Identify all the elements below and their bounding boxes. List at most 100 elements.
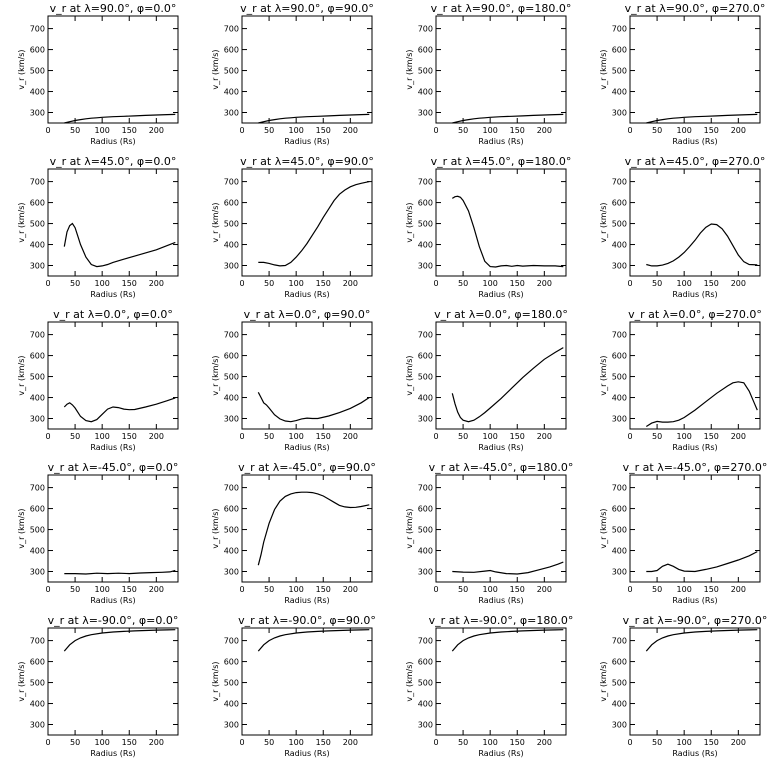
- x-tick-label: 150: [122, 432, 137, 441]
- x-tick-label: 200: [149, 279, 164, 288]
- y-tick-label: 700: [612, 484, 627, 493]
- y-tick-label: 400: [612, 241, 627, 250]
- x-tick-label: 50: [458, 126, 468, 135]
- x-tick-label: 200: [343, 432, 358, 441]
- x-tick-label: 50: [70, 279, 80, 288]
- y-axis-label: v_r (km/s): [405, 355, 414, 395]
- x-tick-label: 150: [316, 585, 331, 594]
- panel-title: v_r at λ=0.0°, φ=180.0°: [434, 308, 568, 321]
- y-tick-label: 500: [612, 67, 627, 76]
- x-tick-label: 100: [95, 432, 110, 441]
- y-tick-label: 500: [30, 526, 45, 535]
- x-tick-label: 200: [343, 585, 358, 594]
- panel: v_r at λ=-45.0°, φ=180.0° 0 50 100 150 200 300…: [405, 461, 573, 605]
- x-tick-label: 50: [264, 585, 274, 594]
- x-tick-label: 150: [704, 432, 719, 441]
- panel: v_r at λ=0.0°, φ=0.0° 0 50 100 150 200 300 400 5…: [17, 308, 179, 452]
- plot-frame: [435, 15, 567, 124]
- y-axis-label: v_r (km/s): [211, 49, 220, 89]
- y-tick-label: 300: [612, 262, 627, 271]
- y-tick-label: 600: [418, 505, 433, 514]
- y-tick-label: 500: [224, 679, 239, 688]
- x-tick-label: 200: [343, 738, 358, 747]
- y-tick-label: 600: [30, 46, 45, 55]
- x-axis-label: Radius (Rs): [90, 443, 135, 452]
- x-axis-label: Radius (Rs): [478, 443, 523, 452]
- panel-title: v_r at λ=-45.0°, φ=0.0°: [48, 461, 179, 474]
- y-tick-label: 500: [224, 526, 239, 535]
- x-axis-label: Radius (Rs): [284, 290, 329, 299]
- y-tick-label: 300: [30, 109, 45, 118]
- x-tick-label: 50: [458, 279, 468, 288]
- panel: v_r at λ=-45.0°, φ=0.0° 0 50 100 150 200 300 40…: [17, 461, 179, 605]
- panel: v_r at λ=-90.0°, φ=0.0° 0 50 100 150 200 300 40…: [17, 614, 179, 758]
- y-tick-label: 300: [224, 415, 239, 424]
- y-tick-label: 600: [612, 658, 627, 667]
- x-tick-label: 0: [45, 432, 50, 441]
- x-tick-label: 100: [289, 279, 304, 288]
- x-tick-label: 0: [433, 585, 438, 594]
- series-line: [645, 629, 758, 652]
- series-line: [257, 491, 370, 566]
- x-axis-label: Radius (Rs): [284, 749, 329, 758]
- series-line: [63, 397, 176, 423]
- x-tick-label: 200: [731, 432, 746, 441]
- x-tick-label: 100: [95, 279, 110, 288]
- y-tick-label: 500: [418, 679, 433, 688]
- panel: v_r at λ=45.0°, φ=0.0° 0 50 100 150 200 300 400…: [17, 155, 179, 299]
- x-tick-label: 150: [122, 279, 137, 288]
- series-line: [451, 347, 564, 423]
- y-tick-label: 700: [418, 25, 433, 34]
- x-tick-label: 150: [510, 585, 525, 594]
- y-tick-label: 300: [224, 568, 239, 577]
- y-tick-label: 500: [224, 373, 239, 382]
- plot-frame: [47, 474, 179, 583]
- x-tick-label: 100: [95, 585, 110, 594]
- panel-title: v_r at λ=-90.0°, φ=270.0°: [623, 614, 768, 627]
- y-tick-label: 400: [30, 547, 45, 556]
- panel-title: v_r at λ=45.0°, φ=0.0°: [50, 155, 177, 168]
- y-tick-label: 400: [30, 88, 45, 97]
- x-tick-label: 0: [627, 432, 632, 441]
- panel: v_r at λ=0.0°, φ=90.0° 0 50 100 150 200 300 400…: [211, 308, 373, 452]
- x-axis-label: Radius (Rs): [90, 596, 135, 605]
- y-tick-label: 600: [418, 352, 433, 361]
- series-line: [64, 569, 176, 575]
- plot-frame: [629, 321, 761, 430]
- x-tick-label: 200: [731, 585, 746, 594]
- x-tick-label: 0: [239, 279, 244, 288]
- y-tick-label: 400: [418, 547, 433, 556]
- panel: v_r at λ=-90.0°, φ=90.0° 0 50 100 150 200 300 4…: [211, 614, 376, 758]
- x-tick-label: 0: [433, 126, 438, 135]
- y-tick-label: 600: [224, 352, 239, 361]
- x-tick-label: 50: [652, 279, 662, 288]
- y-tick-label: 700: [30, 484, 45, 493]
- plot-frame: [629, 168, 761, 277]
- plot-frame: [241, 168, 373, 277]
- series-line: [646, 223, 758, 267]
- y-axis-label: v_r (km/s): [211, 661, 220, 701]
- y-tick-label: 500: [418, 220, 433, 229]
- panel: v_r at λ=-45.0°, φ=90.0° 0 50 100 150 200 300 4…: [211, 461, 376, 605]
- x-tick-label: 100: [289, 432, 304, 441]
- y-tick-label: 300: [30, 721, 45, 730]
- x-tick-label: 0: [433, 432, 438, 441]
- x-axis-label: Radius (Rs): [90, 749, 135, 758]
- x-tick-label: 200: [149, 432, 164, 441]
- y-axis-label: v_r (km/s): [17, 49, 26, 89]
- x-tick-label: 0: [45, 738, 50, 747]
- x-tick-label: 50: [264, 279, 274, 288]
- y-tick-label: 400: [418, 700, 433, 709]
- x-tick-label: 100: [483, 279, 498, 288]
- y-tick-label: 600: [30, 199, 45, 208]
- x-tick-label: 100: [677, 279, 692, 288]
- plot-frame: [241, 474, 373, 583]
- x-tick-label: 150: [704, 585, 719, 594]
- series-line: [257, 629, 370, 652]
- y-tick-label: 600: [612, 46, 627, 55]
- y-tick-label: 300: [418, 721, 433, 730]
- y-tick-label: 300: [612, 415, 627, 424]
- panel-title: v_r at λ=90.0°, φ=0.0°: [50, 2, 177, 15]
- panel-title: v_r at λ=-90.0°, φ=0.0°: [48, 614, 179, 627]
- y-axis-label: v_r (km/s): [599, 49, 608, 89]
